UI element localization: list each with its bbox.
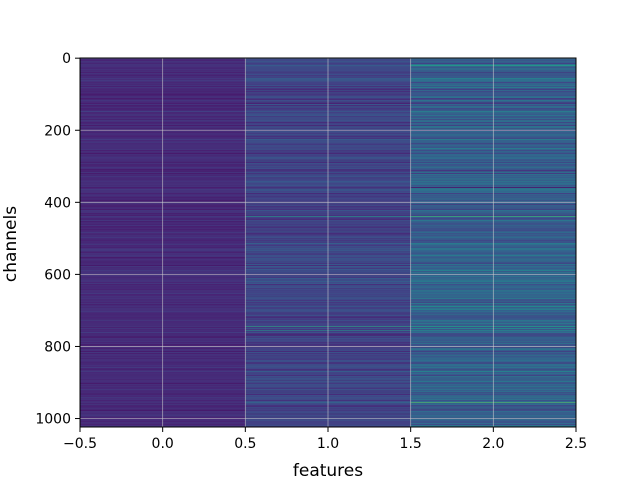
y-tick-label: 600 xyxy=(44,267,71,283)
y-tick-label: 1000 xyxy=(35,412,71,428)
y-tick-label: 0 xyxy=(62,51,71,67)
y-axis: 0 200 400 600 800 1000 xyxy=(35,51,80,428)
y-tick-label: 400 xyxy=(44,195,71,211)
x-axis-label: features xyxy=(293,461,363,480)
x-tick-label: 2.5 xyxy=(565,436,587,452)
y-tick-label: 800 xyxy=(44,339,71,355)
plot-area xyxy=(79,57,577,428)
x-axis: −0.5 0.0 0.5 1.0 1.5 2.0 2.5 xyxy=(63,427,587,452)
y-axis-label: channels xyxy=(1,206,21,282)
x-tick-label: −0.5 xyxy=(63,436,97,452)
x-tick-label: 1.5 xyxy=(400,436,422,452)
x-tick-label: 2.0 xyxy=(482,436,504,452)
x-tick-label: 1.0 xyxy=(317,436,339,452)
x-tick-label: 0.5 xyxy=(234,436,256,452)
x-tick-label: 0.0 xyxy=(152,436,174,452)
y-tick-label: 200 xyxy=(44,123,71,139)
